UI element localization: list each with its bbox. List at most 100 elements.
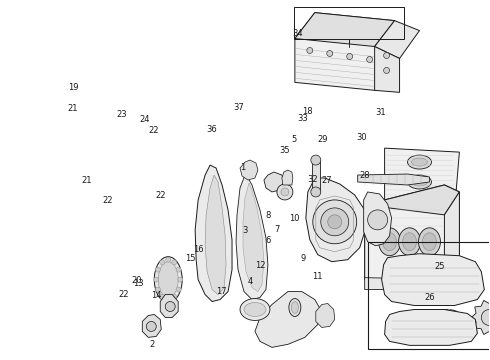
Ellipse shape — [456, 332, 460, 337]
Circle shape — [172, 294, 177, 300]
Polygon shape — [358, 174, 429, 185]
Circle shape — [155, 267, 160, 272]
Circle shape — [281, 188, 289, 196]
Polygon shape — [243, 183, 264, 292]
Text: 13: 13 — [133, 279, 144, 288]
Circle shape — [481, 310, 490, 325]
Text: 25: 25 — [434, 262, 445, 271]
Ellipse shape — [240, 298, 270, 320]
Circle shape — [154, 277, 159, 282]
Circle shape — [176, 287, 181, 292]
Text: 34: 34 — [293, 29, 303, 38]
Text: 2: 2 — [149, 341, 155, 350]
Polygon shape — [364, 192, 392, 246]
Polygon shape — [255, 292, 322, 347]
Circle shape — [277, 184, 293, 200]
Polygon shape — [282, 170, 293, 185]
Ellipse shape — [408, 175, 432, 189]
Text: 26: 26 — [424, 293, 435, 302]
Polygon shape — [195, 165, 232, 302]
Ellipse shape — [443, 335, 446, 339]
Polygon shape — [365, 260, 460, 289]
Ellipse shape — [430, 329, 435, 333]
Polygon shape — [385, 310, 477, 345]
Ellipse shape — [398, 228, 420, 256]
Polygon shape — [160, 294, 178, 318]
Polygon shape — [236, 175, 268, 300]
Text: 36: 36 — [206, 125, 217, 134]
Text: 22: 22 — [156, 190, 166, 199]
Text: 15: 15 — [185, 254, 196, 263]
Text: 27: 27 — [322, 176, 332, 185]
Ellipse shape — [428, 324, 433, 327]
Ellipse shape — [436, 333, 440, 337]
Text: 11: 11 — [312, 271, 322, 280]
Circle shape — [160, 260, 165, 265]
Circle shape — [165, 302, 175, 311]
Circle shape — [172, 260, 177, 265]
Circle shape — [166, 297, 171, 302]
Bar — [312, 160, 320, 192]
Text: 28: 28 — [359, 171, 370, 180]
Circle shape — [327, 50, 333, 57]
Ellipse shape — [450, 334, 453, 339]
Polygon shape — [205, 175, 226, 294]
Ellipse shape — [412, 158, 427, 166]
Text: 21: 21 — [68, 104, 78, 113]
Circle shape — [176, 267, 181, 272]
Ellipse shape — [154, 257, 182, 302]
Text: 35: 35 — [280, 146, 291, 155]
Text: 37: 37 — [234, 103, 245, 112]
Text: 33: 33 — [297, 114, 308, 123]
Polygon shape — [142, 315, 161, 337]
Circle shape — [321, 208, 349, 236]
Ellipse shape — [440, 310, 443, 315]
Ellipse shape — [454, 311, 458, 315]
Text: 30: 30 — [356, 133, 367, 142]
Ellipse shape — [383, 233, 396, 251]
Ellipse shape — [379, 228, 400, 256]
Ellipse shape — [403, 233, 416, 251]
Circle shape — [384, 67, 390, 73]
Circle shape — [311, 187, 321, 197]
Text: 20: 20 — [131, 276, 142, 285]
Polygon shape — [385, 148, 460, 212]
Polygon shape — [375, 46, 399, 92]
Text: 17: 17 — [216, 287, 227, 296]
Circle shape — [328, 215, 342, 229]
Circle shape — [368, 210, 388, 230]
Circle shape — [347, 54, 353, 59]
Text: 7: 7 — [274, 225, 279, 234]
Ellipse shape — [412, 196, 427, 204]
Circle shape — [384, 53, 390, 58]
Ellipse shape — [459, 315, 464, 319]
Ellipse shape — [244, 302, 266, 316]
Polygon shape — [365, 185, 460, 215]
Text: 14: 14 — [151, 291, 161, 300]
Text: 31: 31 — [375, 108, 386, 117]
Circle shape — [313, 200, 357, 244]
Circle shape — [147, 321, 156, 332]
Bar — [294, 7, 404, 39]
Ellipse shape — [461, 328, 465, 332]
Text: 32: 32 — [307, 175, 318, 184]
Polygon shape — [375, 21, 419, 58]
Text: 16: 16 — [193, 246, 204, 255]
Polygon shape — [306, 178, 365, 262]
Ellipse shape — [462, 323, 467, 326]
Circle shape — [311, 155, 321, 165]
Ellipse shape — [289, 298, 301, 316]
Text: 10: 10 — [289, 214, 299, 223]
Ellipse shape — [447, 309, 450, 314]
Text: 19: 19 — [68, 83, 78, 92]
Text: 24: 24 — [140, 115, 150, 124]
Polygon shape — [264, 172, 284, 192]
Ellipse shape — [462, 321, 466, 324]
Ellipse shape — [292, 302, 298, 314]
Polygon shape — [382, 254, 484, 306]
Circle shape — [166, 257, 171, 262]
Polygon shape — [471, 300, 490, 334]
Ellipse shape — [408, 155, 432, 169]
Text: 29: 29 — [317, 135, 327, 144]
Ellipse shape — [418, 228, 441, 256]
